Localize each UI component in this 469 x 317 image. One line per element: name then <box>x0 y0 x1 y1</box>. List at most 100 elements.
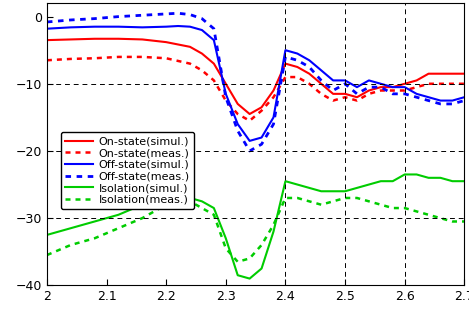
On-state(simul.) <box>68 37 74 41</box>
Off-state(simul.) <box>461 95 467 99</box>
Off-state(simul.) <box>187 25 193 29</box>
Isolation(simul.) <box>342 189 348 193</box>
On-state(simul.) <box>330 92 336 96</box>
On-state(meas.) <box>390 88 395 92</box>
On-state(simul.) <box>426 72 431 76</box>
On-state(meas.) <box>318 92 324 96</box>
Off-state(simul.) <box>199 28 205 32</box>
Off-state(meas.) <box>175 11 181 15</box>
Off-state(meas.) <box>306 65 312 69</box>
Isolation(meas.) <box>139 216 145 220</box>
On-state(meas.) <box>450 82 455 86</box>
Off-state(meas.) <box>247 149 252 153</box>
Isolation(simul.) <box>414 172 419 176</box>
Isolation(meas.) <box>175 199 181 203</box>
On-state(simul.) <box>92 37 98 41</box>
On-state(meas.) <box>199 68 205 72</box>
Off-state(simul.) <box>175 24 181 28</box>
Off-state(simul.) <box>295 52 300 55</box>
Off-state(meas.) <box>378 85 384 89</box>
Off-state(simul.) <box>92 25 98 29</box>
On-state(meas.) <box>438 82 443 86</box>
On-state(simul.) <box>378 85 384 89</box>
On-state(meas.) <box>247 119 252 123</box>
On-state(meas.) <box>211 79 217 82</box>
Isolation(meas.) <box>426 213 431 217</box>
Isolation(simul.) <box>211 206 217 210</box>
On-state(simul.) <box>390 85 395 89</box>
On-state(meas.) <box>330 99 336 102</box>
Line: Off-state(meas.): Off-state(meas.) <box>47 13 464 151</box>
Isolation(simul.) <box>92 220 98 223</box>
Off-state(meas.) <box>271 122 276 126</box>
Isolation(meas.) <box>402 206 408 210</box>
Off-state(meas.) <box>390 92 395 96</box>
Off-state(meas.) <box>92 17 98 21</box>
Off-state(simul.) <box>44 27 50 31</box>
Isolation(simul.) <box>44 233 50 237</box>
Isolation(meas.) <box>318 203 324 207</box>
On-state(meas.) <box>354 99 360 102</box>
Isolation(simul.) <box>139 203 145 207</box>
Off-state(meas.) <box>283 55 288 59</box>
On-state(meas.) <box>414 85 419 89</box>
Off-state(simul.) <box>438 99 443 102</box>
Off-state(simul.) <box>378 82 384 86</box>
Off-state(meas.) <box>318 79 324 82</box>
Isolation(simul.) <box>175 193 181 197</box>
On-state(meas.) <box>283 75 288 79</box>
On-state(simul.) <box>318 82 324 86</box>
Off-state(simul.) <box>247 139 252 143</box>
Off-state(meas.) <box>187 13 193 16</box>
Off-state(meas.) <box>354 92 360 96</box>
On-state(simul.) <box>116 37 121 41</box>
On-state(meas.) <box>342 95 348 99</box>
Off-state(simul.) <box>390 85 395 89</box>
Off-state(meas.) <box>426 99 431 102</box>
Off-state(simul.) <box>306 58 312 62</box>
On-state(meas.) <box>235 112 241 116</box>
Isolation(meas.) <box>390 206 395 210</box>
Isolation(simul.) <box>247 277 252 281</box>
Isolation(meas.) <box>116 226 121 230</box>
Isolation(meas.) <box>342 196 348 200</box>
Isolation(simul.) <box>259 267 265 270</box>
Off-state(simul.) <box>163 25 169 29</box>
Isolation(meas.) <box>461 220 467 223</box>
Off-state(simul.) <box>283 48 288 52</box>
Isolation(meas.) <box>187 199 193 203</box>
Isolation(meas.) <box>414 210 419 213</box>
Isolation(simul.) <box>68 226 74 230</box>
Off-state(meas.) <box>163 12 169 16</box>
Off-state(simul.) <box>68 25 74 29</box>
Off-state(meas.) <box>295 58 300 62</box>
Off-state(simul.) <box>139 25 145 29</box>
Isolation(simul.) <box>426 176 431 180</box>
Isolation(simul.) <box>318 189 324 193</box>
On-state(simul.) <box>223 82 228 86</box>
On-state(simul.) <box>211 62 217 66</box>
Line: Off-state(simul.): Off-state(simul.) <box>47 26 464 141</box>
Legend: On-state(simul.), On-state(meas.), Off-state(simul.), Off-state(meas.), Isolatio: On-state(simul.), On-state(meas.), Off-s… <box>61 132 194 209</box>
Off-state(simul.) <box>402 85 408 89</box>
Off-state(meas.) <box>450 102 455 106</box>
Off-state(meas.) <box>199 17 205 21</box>
On-state(simul.) <box>461 72 467 76</box>
On-state(meas.) <box>223 99 228 102</box>
On-state(simul.) <box>259 105 265 109</box>
Off-state(simul.) <box>116 25 121 29</box>
Isolation(meas.) <box>92 236 98 240</box>
Off-state(simul.) <box>223 92 228 96</box>
Off-state(meas.) <box>139 13 145 17</box>
Isolation(simul.) <box>199 199 205 203</box>
Off-state(meas.) <box>414 95 419 99</box>
On-state(meas.) <box>163 56 169 60</box>
Off-state(simul.) <box>235 122 241 126</box>
On-state(simul.) <box>247 112 252 116</box>
On-state(meas.) <box>426 82 431 86</box>
On-state(simul.) <box>199 52 205 55</box>
On-state(meas.) <box>461 82 467 86</box>
Isolation(meas.) <box>354 196 360 200</box>
Off-state(meas.) <box>330 88 336 92</box>
Isolation(meas.) <box>44 253 50 257</box>
